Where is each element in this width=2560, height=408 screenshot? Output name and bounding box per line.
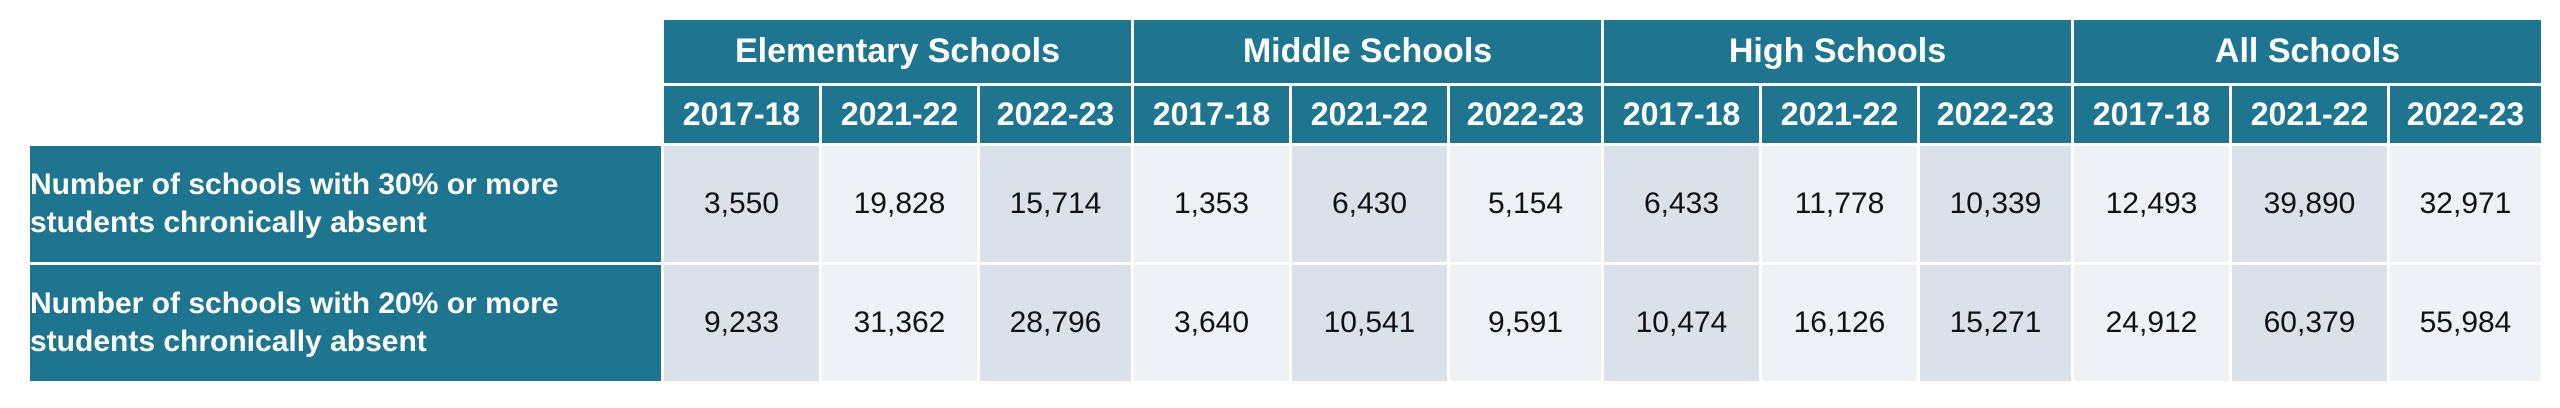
table-cell-elementary-schools-2022-23: 15,714 [977,143,1134,265]
table-cell-middle-schools-2021-22: 6,430 [1289,143,1450,265]
table-cell-high-schools-2017-18: 10,474 [1601,262,1762,384]
year-header-high-schools-2017-18: 2017-18 [1601,83,1762,146]
table-cell-high-schools-2022-23: 10,339 [1917,143,2074,265]
year-header-high-schools-2022-23: 2022-23 [1917,83,2074,146]
table-cell-high-schools-2021-22: 16,126 [1759,262,1920,384]
table-cell-elementary-schools-2017-18: 3,550 [661,143,822,265]
table-cell-middle-schools-2022-23: 5,154 [1447,143,1604,265]
table-cell-elementary-schools-2022-23: 28,796 [977,262,1134,384]
table-cell-all-schools-2017-18: 24,912 [2071,262,2232,384]
table-cell-middle-schools-2021-22: 10,541 [1289,262,1450,384]
row-label: Number of schools with 20% or more stude… [27,262,664,384]
group-header-row: Elementary Schools Middle Schools High Sch… [27,17,2544,86]
table-cell-elementary-schools-2017-18: 9,233 [661,262,822,384]
group-header-elementary-schools: Elementary Schools [661,17,1134,86]
table-cell-all-schools-2017-18: 12,493 [2071,143,2232,265]
year-header-middle-schools-2017-18: 2017-18 [1131,83,1292,146]
year-header-elementary-schools-2017-18: 2017-18 [661,83,822,146]
table-cell-elementary-schools-2021-22: 31,362 [819,262,980,384]
table-row: Number of schools with 30% or more stude… [27,143,2544,265]
table-cell-middle-schools-2017-18: 3,640 [1131,262,1292,384]
table-cell-high-schools-2017-18: 6,433 [1601,143,1762,265]
table-cell-middle-schools-2022-23: 9,591 [1447,262,1604,384]
year-header-elementary-schools-2021-22: 2021-22 [819,83,980,146]
absence-table: Elementary Schools Middle Schools High Sch… [27,17,2544,384]
year-header-all-schools-2017-18: 2017-18 [2071,83,2232,146]
table-cell-all-schools-2021-22: 39,890 [2229,143,2390,265]
year-header-elementary-schools-2022-23: 2022-23 [977,83,1134,146]
row-label: Number of schools with 30% or more stude… [27,143,664,265]
group-header-middle-schools: Middle Schools [1131,17,1604,86]
table-cell-high-schools-2022-23: 15,271 [1917,262,2074,384]
table-cell-high-schools-2021-22: 11,778 [1759,143,1920,265]
year-header-all-schools-2021-22: 2021-22 [2229,83,2390,146]
table-row: Number of schools with 20% or more stude… [27,262,2544,384]
year-header-all-schools-2022-23: 2022-23 [2387,83,2544,146]
group-header-all-schools: All Schools [2071,17,2544,86]
table-cell-all-schools-2022-23: 55,984 [2387,262,2544,384]
table-cell-middle-schools-2017-18: 1,353 [1131,143,1292,265]
year-header-row: 2017-18 2021-22 2022-23 2017-18 2021-22 2022-… [27,83,2544,146]
corner-blank [27,17,664,86]
corner-blank-2 [27,83,664,146]
table-cell-all-schools-2022-23: 32,971 [2387,143,2544,265]
year-header-middle-schools-2022-23: 2022-23 [1447,83,1604,146]
year-header-middle-schools-2021-22: 2021-22 [1289,83,1450,146]
group-header-high-schools: High Schools [1601,17,2074,86]
table-cell-elementary-schools-2021-22: 19,828 [819,143,980,265]
table-cell-all-schools-2021-22: 60,379 [2229,262,2390,384]
year-header-high-schools-2021-22: 2021-22 [1759,83,1920,146]
